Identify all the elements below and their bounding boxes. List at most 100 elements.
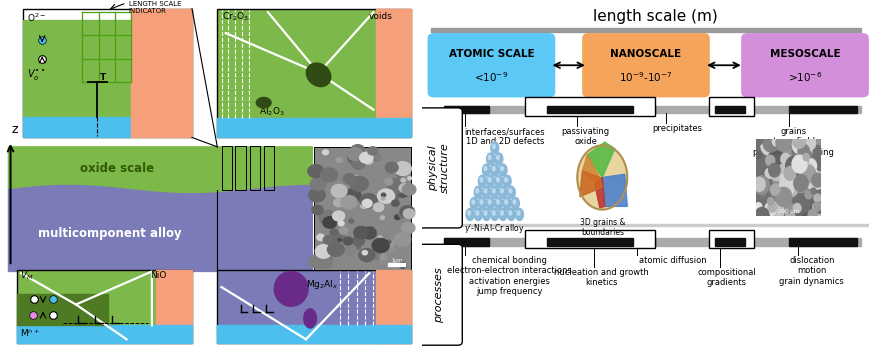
Circle shape [797,157,806,167]
Circle shape [362,251,367,255]
Circle shape [339,228,348,234]
Circle shape [380,254,387,260]
Circle shape [399,184,409,192]
Bar [430,28,860,32]
Bar [717,106,748,113]
Text: $V_o^{\bullet\bullet}$: $V_o^{\bullet\bullet}$ [27,66,44,81]
Bar [788,106,856,113]
Circle shape [354,227,368,239]
Ellipse shape [274,271,308,306]
Circle shape [330,229,337,235]
Circle shape [389,248,395,253]
Circle shape [321,168,337,182]
Circle shape [802,153,808,161]
Circle shape [779,164,786,173]
Circle shape [775,134,790,151]
Circle shape [803,147,811,157]
Circle shape [810,188,815,194]
Text: 1μm: 1μm [391,259,401,263]
Circle shape [387,240,390,243]
Circle shape [468,211,470,215]
Circle shape [768,164,779,177]
Text: atomic diffusion: atomic diffusion [639,256,706,265]
Text: <10$^{-9}$: <10$^{-9}$ [474,70,507,84]
Circle shape [789,159,797,169]
Bar [17,325,192,343]
Circle shape [758,189,765,197]
Circle shape [753,151,760,159]
Circle shape [802,172,815,188]
Circle shape [356,246,360,249]
Circle shape [319,170,328,177]
Circle shape [469,197,478,209]
Circle shape [799,161,813,177]
Circle shape [793,193,810,213]
Circle shape [490,186,498,198]
Circle shape [764,200,776,215]
Circle shape [784,203,793,213]
Circle shape [767,203,775,212]
Circle shape [511,197,519,209]
Circle shape [816,137,822,145]
Circle shape [397,242,402,246]
Circle shape [380,216,384,219]
Circle shape [804,190,812,199]
Circle shape [812,207,826,224]
Text: Mg$_2$Al$_x$: Mg$_2$Al$_x$ [306,278,338,291]
Circle shape [381,193,385,197]
Text: 200 μm: 200 μm [777,209,798,214]
Circle shape [791,169,806,187]
Circle shape [500,211,503,215]
Circle shape [486,197,494,209]
Circle shape [804,160,815,173]
Circle shape [401,222,415,234]
FancyBboxPatch shape [415,108,461,228]
Polygon shape [601,174,627,206]
Circle shape [805,141,812,150]
Bar [23,9,192,137]
Circle shape [359,248,375,262]
Bar [547,106,632,113]
FancyBboxPatch shape [427,33,554,97]
Circle shape [391,200,399,206]
Text: passivating
oxide: passivating oxide [561,127,609,147]
Bar [714,106,744,113]
Circle shape [774,187,791,207]
FancyBboxPatch shape [524,230,654,248]
Circle shape [769,184,779,195]
Bar [156,270,192,343]
Circle shape [322,255,332,263]
Circle shape [360,202,368,208]
Bar [444,238,860,246]
Circle shape [496,200,499,204]
Circle shape [492,144,494,149]
Circle shape [766,151,783,171]
Circle shape [332,211,344,221]
Circle shape [513,200,515,204]
Ellipse shape [306,63,330,87]
Bar [421,224,869,226]
Text: NANOSCALE: NANOSCALE [610,49,680,60]
Bar [534,238,654,246]
Circle shape [474,208,481,221]
Circle shape [802,191,815,206]
Circle shape [380,260,385,265]
Circle shape [381,197,384,200]
Circle shape [801,205,814,221]
Circle shape [475,211,478,215]
Text: dislocation
motion
grain dynamics: dislocation motion grain dynamics [779,256,843,286]
Circle shape [795,136,802,144]
Circle shape [360,193,377,208]
Circle shape [350,145,364,157]
Circle shape [792,158,798,166]
Circle shape [778,180,793,197]
Circle shape [499,208,507,221]
Circle shape [504,178,507,182]
Circle shape [766,197,773,205]
Circle shape [484,167,487,171]
Bar [314,147,411,270]
Polygon shape [587,142,614,177]
Circle shape [752,179,764,193]
Circle shape [315,245,331,258]
Circle shape [490,142,498,154]
